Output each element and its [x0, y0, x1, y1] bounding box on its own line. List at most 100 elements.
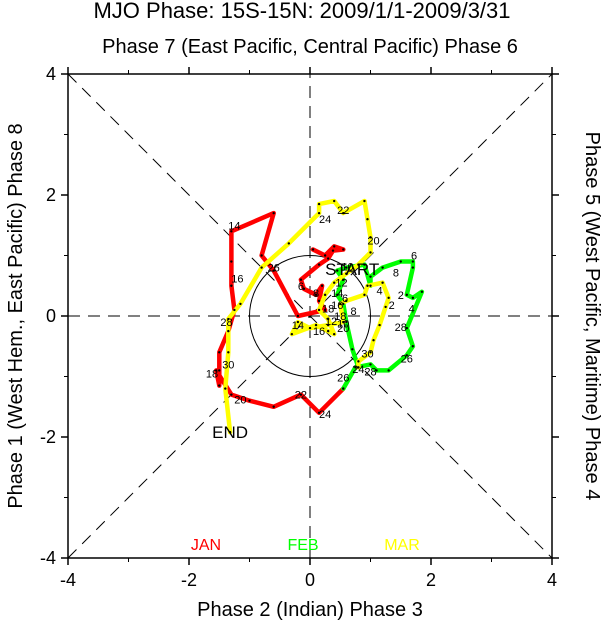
day-label: 14 — [331, 288, 343, 300]
day-point — [311, 248, 315, 251]
day-point — [345, 299, 348, 303]
x-tick-label: 0 — [305, 570, 315, 590]
day-label: 4 — [377, 286, 383, 298]
day-point — [405, 326, 408, 330]
day-point — [323, 254, 327, 257]
day-label: 20 — [367, 235, 379, 247]
y-tick-label: 4 — [46, 64, 56, 84]
legend-entry-feb: FEB — [287, 537, 318, 554]
start-marker: START — [325, 260, 379, 279]
series-line-feb — [334, 259, 425, 391]
day-point — [333, 281, 336, 284]
day-point — [363, 293, 366, 297]
day-point — [369, 351, 372, 354]
day-label: 16 — [231, 273, 243, 285]
day-point — [317, 263, 321, 266]
end-marker: END — [212, 423, 248, 442]
day-point — [411, 266, 415, 269]
y-tick-label: -4 — [40, 548, 56, 568]
day-point — [357, 263, 360, 266]
day-label: 10 — [337, 318, 349, 330]
day-point — [230, 230, 233, 233]
day-point — [342, 302, 345, 306]
day-label: 6 — [411, 251, 417, 263]
day-point — [378, 323, 381, 327]
day-label: 16 — [331, 300, 343, 312]
day-label: 8 — [393, 267, 399, 279]
day-point — [227, 329, 230, 333]
day-point — [333, 199, 336, 203]
day-point — [411, 296, 415, 300]
day-point — [260, 254, 263, 257]
day-point — [333, 332, 336, 336]
y-tick-label: -2 — [40, 427, 56, 447]
day-label: 8 — [350, 306, 356, 318]
day-point — [230, 284, 233, 287]
day-point — [326, 323, 330, 327]
series-line-jan — [213, 210, 346, 416]
day-label: 22 — [295, 390, 307, 402]
day-label: 26 — [337, 373, 349, 385]
day-point — [363, 199, 366, 203]
day-point — [314, 323, 318, 327]
day-point — [272, 405, 275, 408]
day-label: 6 — [298, 281, 304, 293]
day-label: 20 — [234, 394, 246, 406]
day-point — [323, 293, 327, 297]
day-label: 20 — [337, 323, 349, 335]
day-point — [351, 348, 354, 351]
day-label: 4 — [409, 304, 415, 316]
x-tick-label: -2 — [181, 570, 197, 590]
day-point — [405, 293, 408, 297]
x-axis-label: Phase 2 (Indian) Phase 3 — [197, 599, 423, 621]
day-point — [302, 287, 306, 290]
day-point — [342, 320, 345, 324]
day-point — [260, 266, 263, 269]
day-point — [411, 345, 415, 348]
day-point — [369, 275, 372, 278]
day-label: 28 — [395, 322, 407, 334]
day-point — [366, 218, 369, 221]
day-label: 24 — [352, 364, 364, 376]
day-label: 2 — [398, 290, 404, 302]
day-point — [308, 326, 312, 330]
day-point — [342, 248, 345, 251]
day-label: 28 — [220, 317, 232, 329]
day-point — [299, 393, 303, 396]
day-label: 24 — [319, 214, 331, 226]
day-point — [384, 305, 387, 309]
top-phase-label: Phase 7 (East Pacific, Central Pacific) … — [102, 36, 518, 58]
right-phase-label: Phase 5 (West Pacific, Maritime) Phase 4 — [581, 132, 603, 501]
day-point — [218, 369, 221, 372]
day-label: 28 — [364, 367, 376, 379]
day-label: 2 — [389, 300, 395, 312]
day-point — [363, 263, 366, 266]
day-point — [354, 366, 357, 369]
day-point — [287, 242, 291, 245]
day-point — [369, 284, 372, 287]
day-point — [224, 387, 227, 390]
legend-entry-mar: MAR — [384, 537, 420, 554]
day-point — [272, 211, 275, 215]
day-point — [314, 293, 318, 297]
left-phase-label: Phase 1 (West Hem., East Pacific) Phase … — [5, 123, 27, 508]
day-label: 6 — [342, 293, 348, 305]
day-point — [369, 363, 372, 366]
day-point — [369, 236, 372, 239]
day-point — [239, 302, 242, 306]
day-point — [405, 354, 408, 357]
day-point — [299, 278, 303, 281]
day-point — [339, 302, 342, 306]
day-label: 30 — [222, 359, 234, 371]
day-label: 12 — [335, 278, 347, 290]
day-point — [366, 284, 369, 287]
day-point — [420, 290, 424, 293]
day-point — [372, 339, 375, 342]
day-point — [228, 430, 232, 434]
day-point — [357, 360, 360, 363]
x-tick-label: 2 — [426, 570, 436, 590]
day-point — [381, 266, 384, 269]
day-label: 22 — [337, 205, 349, 217]
day-point — [333, 245, 336, 248]
y-tick-label: 2 — [46, 185, 56, 205]
